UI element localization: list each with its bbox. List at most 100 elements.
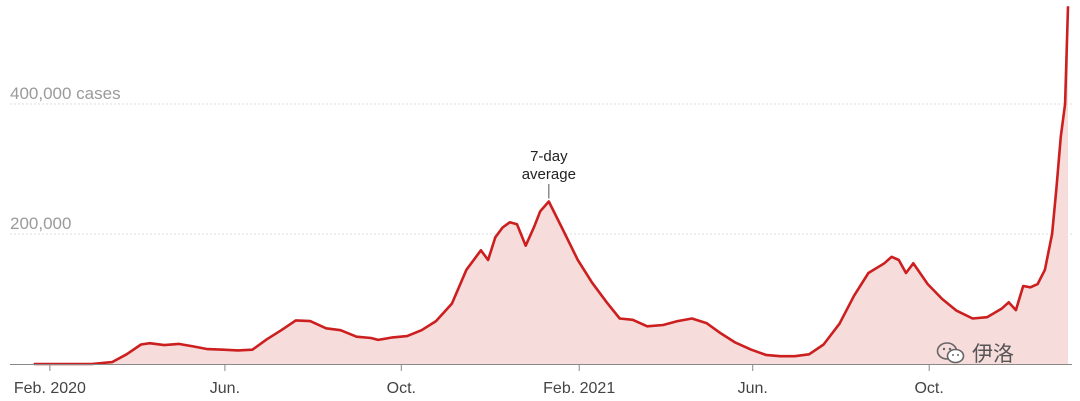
data-point (867, 272, 870, 274)
grid-layer (10, 103, 1072, 235)
y-tick-label: 200,000 (10, 214, 71, 233)
data-point (1055, 187, 1058, 190)
data-point (370, 337, 372, 339)
data-point (435, 320, 437, 322)
data-point (750, 349, 752, 351)
x-tick-label: Jun. (210, 380, 240, 397)
data-point (794, 355, 796, 357)
data-point (420, 329, 423, 331)
data-point (1051, 233, 1053, 235)
x-tick-label: Feb. 2021 (543, 380, 615, 397)
data-point (111, 361, 113, 363)
data-point (971, 317, 974, 320)
data-point (883, 262, 885, 264)
area-fill (34, 6, 1068, 364)
data-point (853, 295, 855, 297)
data-point (606, 301, 608, 303)
data-point (178, 343, 180, 345)
annotation-text: average (522, 166, 576, 183)
data-point (192, 345, 194, 348)
x-tick-label: Oct. (914, 380, 943, 397)
data-point (720, 332, 722, 335)
data-point (646, 325, 648, 327)
data-point (140, 343, 142, 346)
data-point (494, 236, 496, 238)
data-point (509, 221, 511, 223)
data-point (325, 327, 327, 329)
data-point (525, 245, 527, 247)
data-point (1029, 286, 1031, 288)
data-point (1044, 269, 1046, 271)
data-point (392, 336, 394, 338)
data-point (339, 329, 342, 331)
data-point (577, 259, 579, 261)
data-point (251, 349, 253, 351)
series-line (34, 6, 1070, 366)
data-point (516, 223, 518, 225)
data-point (619, 317, 621, 320)
data-point (280, 329, 282, 331)
data-point (986, 316, 988, 318)
x-tick-label: Jun. (738, 380, 768, 397)
data-point (309, 320, 311, 322)
x-tick-label: Oct. (387, 380, 416, 397)
data-point (905, 272, 907, 274)
data-point (691, 317, 693, 320)
data-point (149, 342, 151, 344)
data-point (591, 282, 593, 284)
watermark-text: 伊洛 (972, 342, 1014, 366)
data-point (808, 353, 810, 355)
data-point (125, 353, 128, 355)
data-point (163, 344, 165, 346)
data-point (1008, 301, 1010, 303)
data-point (779, 355, 781, 357)
annotation-text: 7-day (530, 148, 568, 165)
data-point (377, 339, 379, 341)
wechat-icon (936, 342, 965, 364)
data-point (451, 302, 453, 305)
data-point (734, 341, 736, 344)
data-point (561, 226, 563, 229)
data-point (487, 259, 489, 261)
data-point (927, 283, 929, 285)
data-point (1060, 135, 1062, 138)
data-point (676, 320, 679, 322)
data-point (539, 210, 541, 212)
data-point (662, 324, 664, 326)
data-point (1037, 283, 1039, 285)
watermark: 伊洛 (936, 338, 1014, 368)
data-point (1067, 5, 1069, 8)
data-point (548, 200, 550, 203)
data-point (705, 322, 708, 324)
data-point (480, 249, 482, 251)
data-point (898, 259, 900, 261)
data-point (533, 225, 535, 227)
data-point (823, 343, 825, 346)
data-point (222, 349, 225, 351)
x-axis: Feb. 2020 Jun. Oct. Feb. 2021 Jun. Oct. (10, 364, 1072, 397)
x-tick-label: Feb. 2020 (14, 380, 86, 397)
data-point (1015, 309, 1017, 311)
data-point (1064, 103, 1066, 105)
data-point (266, 338, 268, 340)
data-point (941, 298, 943, 300)
y-tick-labels: 200,000 400,000 cases (10, 84, 121, 233)
data-point (956, 310, 958, 312)
data-point (912, 262, 914, 264)
data-point (295, 319, 297, 322)
y-tick-label: 400,000 cases (10, 84, 121, 103)
data-point (765, 354, 767, 356)
data-point (838, 323, 841, 325)
data-point (355, 336, 358, 338)
data-point (465, 269, 467, 271)
data-point (501, 226, 504, 229)
data-point (632, 319, 634, 321)
data-point (206, 348, 209, 350)
data-point (406, 335, 408, 337)
data-point (237, 349, 239, 351)
data-point (1000, 308, 1003, 310)
data-point (1022, 285, 1024, 287)
area-layer (33, 5, 1070, 366)
